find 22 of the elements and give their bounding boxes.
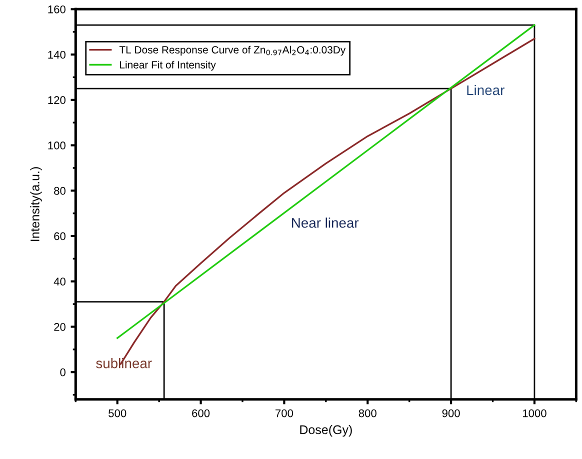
annotation: Near linear <box>292 218 359 228</box>
y-tick-label: 140 <box>48 50 66 59</box>
legend-label: Linear Fit of Intensity <box>120 60 216 71</box>
y-axis-title: Intensity(a.u.) <box>30 167 42 241</box>
y-tick-label: 120 <box>48 96 66 104</box>
x-tick-label: 700 <box>276 409 294 418</box>
x-tick-label: 800 <box>358 409 376 418</box>
x-tick-label: 500 <box>108 409 126 418</box>
y-tick-label: 60 <box>54 232 66 240</box>
x-axis-title: Dose(Gy) <box>300 424 352 437</box>
y-tick-label: 160 <box>48 5 66 14</box>
x-tick-label: 600 <box>192 409 210 418</box>
legend-label: TL Dose Response Curve of Zn$_{0.97}$Al$_{2}$O$_{4}$:0.03Dy <box>119 46 346 56</box>
annotation: Linear <box>467 84 504 96</box>
annotation: sublinear <box>96 358 152 368</box>
x-tick-label: 1000 <box>522 409 546 418</box>
y-tick-label: 40 <box>54 278 66 286</box>
y-tick-label: 80 <box>54 186 66 195</box>
x-tick-label: 900 <box>442 409 460 418</box>
y-tick-label: 0 <box>60 368 66 376</box>
y-tick-label: 20 <box>54 323 66 331</box>
y-tick-label: 100 <box>48 142 66 150</box>
